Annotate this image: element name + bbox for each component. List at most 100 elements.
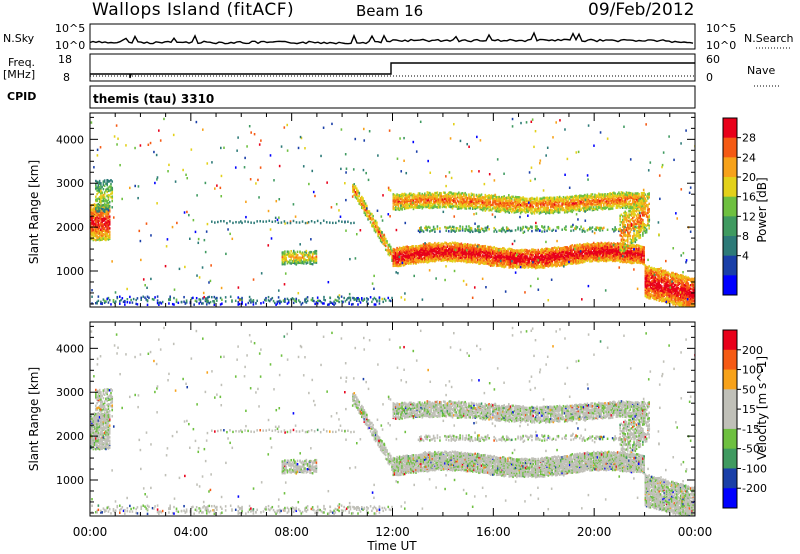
power-cell [502,195,504,199]
power-cell [389,249,392,252]
power-cell [422,196,425,199]
power-cell [96,186,98,189]
power-cell [631,255,634,259]
power-cell [602,259,605,263]
power-cell [101,212,103,216]
power-cell [97,203,100,206]
power-cell [519,211,522,215]
power-cell [500,202,503,206]
power-cell [446,193,449,196]
power-cell [502,253,504,256]
power-cell [571,256,574,259]
power-cell [393,257,396,261]
power-cell [102,193,105,197]
power-cell [435,252,437,255]
power-cell [459,202,461,205]
power-cell [431,197,434,200]
power-cell [514,249,517,253]
power-cell [590,201,592,205]
power-cell [524,252,527,256]
power-cell [453,205,455,208]
power-cell [391,259,393,262]
power-cell [484,203,487,207]
power-cell [465,246,468,249]
power-cell [533,260,536,263]
power-cell [392,198,395,202]
power-cell [440,196,442,199]
power-cell [531,262,533,265]
nave-label: Nave [747,64,775,77]
power-cell [523,262,526,265]
power-cell [295,256,298,260]
power-cell [473,201,475,205]
power-cell [524,263,527,266]
power-cell [98,238,101,242]
power-cell [624,255,627,258]
power-cell [93,218,96,221]
power-cell [490,258,493,262]
power-cell [488,251,490,254]
power-cell [447,254,450,257]
power-cell [417,198,420,201]
power-cell [620,243,623,246]
power-cell [358,198,361,202]
power-cell [466,197,469,200]
power-cell [476,252,479,255]
power-cell [458,192,460,196]
power-cell [478,244,480,247]
power-cell [629,246,632,250]
power-cell [458,253,460,257]
power-cell [480,198,483,201]
power-cell [106,194,108,198]
power-cell [314,256,316,259]
power-cell [522,262,524,266]
power-cell [359,203,362,206]
power-cell [493,245,495,249]
power-cell [492,252,494,255]
power-cell [547,259,550,263]
power-cell [542,199,545,202]
power-cell [604,256,606,259]
power-cell [542,260,545,264]
power-cell [427,245,430,249]
power-cell [476,196,479,200]
power-cell [519,207,522,211]
power-cell [539,197,542,200]
power-cell [615,245,618,248]
power-cell [411,250,414,253]
power-cell [310,256,313,259]
power-cell [519,205,522,209]
power-cell [107,205,110,208]
power-cell [411,253,414,256]
power-cell [555,200,557,203]
power-cell [465,201,468,204]
power-cell [509,196,512,199]
power-cell [397,206,400,210]
power-cell [473,206,475,209]
power-cell [493,194,495,197]
power-cell [510,253,513,257]
nsearch-label: N.Search [744,32,794,45]
power-cell [465,198,468,201]
power-cell [447,201,450,205]
power-cell [478,245,480,249]
power-cell [445,258,448,262]
power-cell [548,202,551,206]
power-cell [90,229,92,232]
power-cell [541,266,543,269]
power-cell [309,261,311,264]
power-cell [494,261,497,264]
power-cell [487,205,489,208]
power-cell [488,254,490,258]
power-cell [524,265,527,268]
power-cell [621,257,624,261]
power-cell [512,249,514,252]
power-cell [461,243,464,247]
power-cell [605,246,608,249]
power-cell [562,259,565,262]
power-cell [594,243,596,246]
power-cell [487,253,489,256]
power-cell [570,195,572,199]
power-cell [395,208,397,211]
power-cell [95,231,97,234]
